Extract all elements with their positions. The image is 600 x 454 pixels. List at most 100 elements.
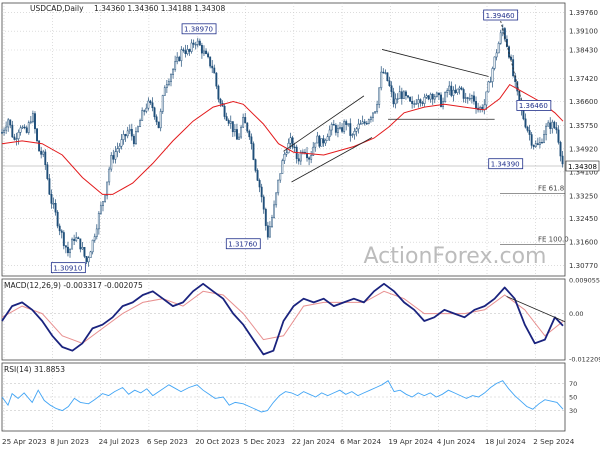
candle-body	[415, 103, 418, 105]
candle-body	[1, 132, 3, 134]
fib-level-label: FE 61.8	[538, 185, 564, 193]
rsi-y-tick-label: 50	[569, 394, 577, 402]
candle-body	[380, 71, 383, 89]
candle-body	[423, 96, 426, 104]
candle-body	[194, 44, 197, 46]
candle-body	[207, 53, 210, 58]
candle-body	[497, 43, 500, 54]
candle-body	[11, 124, 14, 138]
candle-body	[188, 49, 191, 52]
candle-body	[246, 122, 249, 132]
candle-body	[31, 113, 34, 123]
candle-body	[312, 146, 315, 156]
x-tick-label: 5 Dec 2023	[244, 437, 285, 446]
y-tick-label: 1.30770	[569, 262, 598, 270]
candle-body	[3, 129, 6, 133]
candle-body	[23, 126, 26, 129]
candle-body	[417, 99, 420, 104]
candle-body	[456, 88, 459, 93]
candle-body	[161, 95, 164, 112]
price-label: 1.30910	[53, 264, 82, 272]
candle-body	[248, 130, 251, 138]
candle-body	[505, 38, 508, 47]
candle-body	[285, 152, 288, 155]
candle-body	[38, 140, 41, 152]
candle-body	[36, 128, 38, 142]
candle-body	[250, 136, 253, 144]
candle-body	[227, 120, 230, 124]
x-tick-label: 22 Jan 2024	[292, 437, 336, 446]
candle-body	[372, 112, 374, 118]
candle-body	[126, 130, 129, 137]
candle-body	[252, 143, 255, 160]
candle-body	[145, 107, 148, 112]
candle-body	[549, 122, 552, 129]
candle-body	[178, 56, 181, 62]
candle-body	[268, 226, 271, 238]
candle-body	[440, 94, 442, 107]
candle-body	[359, 123, 362, 125]
candle-body	[256, 170, 259, 181]
candle-body	[553, 121, 556, 128]
candle-body	[25, 127, 28, 133]
candle-body	[264, 208, 267, 226]
candle-body	[81, 247, 84, 250]
candle-body	[192, 42, 195, 45]
candle-body	[27, 122, 30, 133]
candle-body	[99, 205, 102, 214]
x-tick-label: 25 Apr 2023	[2, 437, 46, 446]
candle-body	[44, 151, 47, 165]
candle-body	[165, 84, 168, 88]
candle-body	[431, 94, 434, 100]
candle-body	[132, 135, 135, 145]
candle-body	[77, 237, 80, 240]
candle-body	[215, 72, 218, 87]
candle-body	[394, 98, 397, 105]
candle-body	[186, 49, 189, 54]
candle-body	[547, 122, 550, 127]
price-label-box	[516, 100, 552, 111]
candle-body	[396, 98, 399, 100]
candle-body	[462, 89, 465, 99]
candle-body	[170, 74, 172, 82]
candle-body	[524, 118, 527, 128]
x-tick-label: 6 Sep 2023	[147, 437, 188, 446]
candle-body	[58, 225, 61, 232]
candle-body	[143, 110, 146, 112]
candle-body	[347, 123, 350, 125]
candle-body	[452, 89, 455, 96]
y-tick-label: 1.37420	[569, 75, 598, 83]
candle-body	[444, 92, 447, 102]
candle-body	[217, 85, 220, 100]
candle-body	[213, 67, 216, 74]
macd-line	[1, 282, 564, 356]
price-label: 1.34390	[491, 161, 520, 169]
candle-body	[114, 151, 117, 160]
candle-body	[64, 245, 67, 248]
candle-body	[225, 116, 228, 121]
candle-body	[388, 80, 391, 86]
candle-body	[104, 195, 106, 202]
macd-y-tick-label: 0.009055	[569, 276, 600, 284]
candle-body	[489, 81, 492, 83]
candle-body	[116, 148, 119, 152]
candle-body	[332, 124, 335, 126]
candle-body	[374, 111, 376, 114]
candle-body	[254, 159, 257, 171]
candle-body	[351, 134, 354, 136]
candle-body	[413, 103, 416, 105]
candle-body	[17, 132, 20, 139]
candle-body	[429, 94, 432, 100]
x-tick-label: 2 Sep 2024	[533, 437, 574, 446]
candle-body	[376, 104, 379, 112]
candle-body	[384, 72, 387, 74]
candle-body	[561, 155, 564, 165]
price-label: 1.36460	[519, 102, 548, 110]
candle-body	[460, 87, 463, 90]
candle-body	[266, 225, 269, 238]
candle-body	[9, 119, 12, 126]
candle-body	[334, 124, 337, 133]
candle-body	[7, 119, 10, 128]
candle-body	[240, 126, 243, 138]
candle-body	[516, 81, 519, 92]
